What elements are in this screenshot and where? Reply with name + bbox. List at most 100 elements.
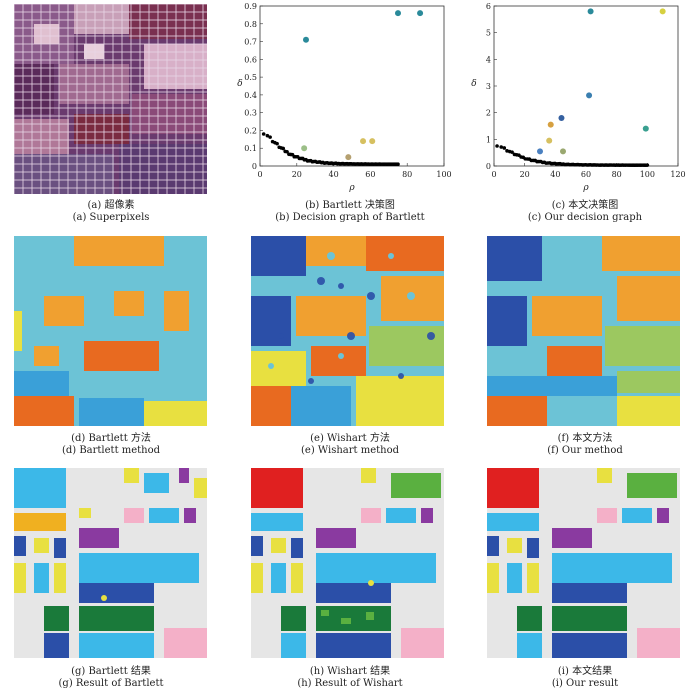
- cluster-center-point: [417, 10, 424, 17]
- caption-b: (b) Bartlett 决策图 (b) Decision graph of B…: [235, 200, 465, 224]
- plot-frame: [259, 5, 445, 167]
- cluster-center-point: [558, 115, 565, 121]
- cluster-center-point: [303, 36, 309, 43]
- cluster-center-point: [537, 148, 543, 155]
- caption-f-zh: (f) 本文方法: [557, 433, 613, 444]
- panel-wishart-result: [251, 468, 444, 658]
- caption-c-zh: (c) 本文决策图: [551, 200, 619, 211]
- y-tick-label: 0.7: [244, 38, 257, 47]
- caption-f: (f) 本文方法 (f) Our method: [470, 433, 700, 457]
- y-tick-label: 0: [252, 162, 257, 171]
- caption-e: (e) Wishart 方法 (e) Wishart method: [235, 433, 465, 457]
- panel-our-decision-graph: 0 20 40 60 80 100 120 0 1 2 3 4 5 6 ρ δ: [466, 0, 692, 198]
- cluster-center-point: [345, 154, 352, 161]
- caption-c-en: (c) Our decision graph: [527, 212, 643, 223]
- caption-a: (a) 超像素 (a) Superpixels: [0, 200, 226, 224]
- x-tick-label: 100: [436, 170, 451, 179]
- cluster-center-point: [369, 138, 376, 145]
- cluster-center-point: [587, 8, 594, 15]
- caption-d-zh: (d) Bartlett 方法: [71, 433, 151, 444]
- x-tick-label: 40: [550, 170, 560, 179]
- our-method-map: [487, 236, 680, 426]
- tail-point: [645, 163, 650, 167]
- y-axis-label: δ: [237, 79, 242, 89]
- caption-d: (d) Bartlett 方法 (d) Bartlett method: [0, 433, 226, 457]
- tail-point: [265, 133, 270, 138]
- caption-c: (c) 本文决策图 (c) Our decision graph: [470, 200, 700, 224]
- tail-point: [510, 150, 514, 154]
- y-tick-label: 0.9: [244, 2, 257, 11]
- x-axis-label: ρ: [582, 183, 589, 193]
- panel-bartlett-result: [14, 468, 207, 658]
- y-tick-label: 0.6: [244, 55, 257, 64]
- y-axis-label: δ: [471, 79, 476, 89]
- cluster-center-point: [659, 8, 666, 15]
- x-axis-label: ρ: [348, 183, 355, 193]
- caption-i-en: (i) Our result: [551, 678, 619, 689]
- wishart-method-map: [251, 236, 444, 426]
- x-tick-label: 40: [329, 170, 339, 179]
- x-tick-label: 120: [670, 170, 685, 179]
- cluster-center-point: [360, 138, 367, 145]
- y-tick-label: 5: [486, 29, 491, 38]
- panel-superpixels: [14, 4, 207, 194]
- chart-our-decision: 0 20 40 60 80 100 120 0 1 2 3 4 5 6 ρ δ: [471, 2, 685, 193]
- y-tick-label: 4: [486, 55, 491, 64]
- caption-b-zh: (b) Bartlett 决策图: [305, 200, 395, 211]
- y-tick-label: 2: [486, 109, 491, 118]
- caption-g: (g) Bartlett 结果 (g) Result of Bartlett: [0, 666, 226, 690]
- x-tick-label: 100: [640, 170, 655, 179]
- caption-a-en: (a) Superpixels: [72, 212, 150, 223]
- cluster-center-point: [642, 125, 649, 132]
- caption-f-en: (f) Our method: [547, 445, 623, 456]
- y-tick-label: 0.2: [244, 126, 257, 135]
- tail-point: [285, 149, 289, 154]
- caption-i-zh: (i) 本文结果: [557, 666, 613, 677]
- cluster-center-point: [547, 121, 554, 128]
- cluster-center-point: [560, 148, 566, 155]
- x-tick-label: 20: [292, 170, 302, 179]
- plot-frame: [493, 5, 679, 167]
- tail-point: [268, 135, 272, 139]
- tail-point: [499, 145, 504, 149]
- panel-bartlett-method: [14, 236, 207, 426]
- x-tick-label: 20: [520, 170, 530, 179]
- cluster-center-point: [395, 10, 401, 17]
- x-tick-label: 80: [612, 170, 622, 179]
- caption-g-en: (g) Result of Bartlett: [58, 678, 164, 689]
- our-result-map: [487, 468, 680, 658]
- caption-h: (h) Wishart 结果 (h) Result of Wishart: [235, 666, 465, 690]
- y-tick-label: 3: [486, 82, 491, 91]
- bartlett-method-map: [14, 236, 207, 426]
- tail-point: [281, 146, 286, 151]
- y-tick-label: 6: [486, 2, 491, 11]
- x-tick-label: 60: [365, 170, 375, 179]
- y-tick-label: 0.1: [244, 144, 257, 153]
- superpixel-image: [14, 4, 207, 194]
- caption-i: (i) 本文结果 (i) Our result: [470, 666, 700, 690]
- caption-h-en: (h) Result of Wishart: [297, 678, 403, 689]
- wishart-result-map: [251, 468, 444, 658]
- y-tick-label: 0: [486, 162, 491, 171]
- tail-point: [495, 144, 499, 148]
- y-tick-label: 0.8: [244, 20, 257, 29]
- x-tick-label: 60: [581, 170, 591, 179]
- tail-point: [502, 146, 507, 150]
- panel-our-method: [487, 236, 680, 426]
- x-tick-label: 0: [491, 170, 496, 179]
- caption-h-zh: (h) Wishart 结果: [309, 666, 391, 677]
- cluster-center-point: [546, 137, 553, 144]
- tail-point: [261, 132, 266, 136]
- caption-d-en: (d) Bartlett method: [61, 445, 161, 456]
- y-tick-label: 0.5: [244, 73, 257, 82]
- caption-a-zh: (a) 超像素: [87, 200, 135, 211]
- caption-e-zh: (e) Wishart 方法: [310, 433, 390, 444]
- y-tick-label: 1: [486, 135, 491, 144]
- caption-b-en: (b) Decision graph of Bartlett: [275, 212, 425, 223]
- caption-e-en: (e) Wishart method: [301, 445, 399, 456]
- panel-our-result: [487, 468, 680, 658]
- chart-bartlett-decision: 0 20 40 60 80 100 0 0.1 0.2 0.3 0.4 0.5 0.6 0.7 0.8 0.9…: [237, 2, 451, 193]
- tail-point: [275, 141, 279, 146]
- x-tick-label: 0: [257, 170, 262, 179]
- tail-point: [396, 162, 400, 166]
